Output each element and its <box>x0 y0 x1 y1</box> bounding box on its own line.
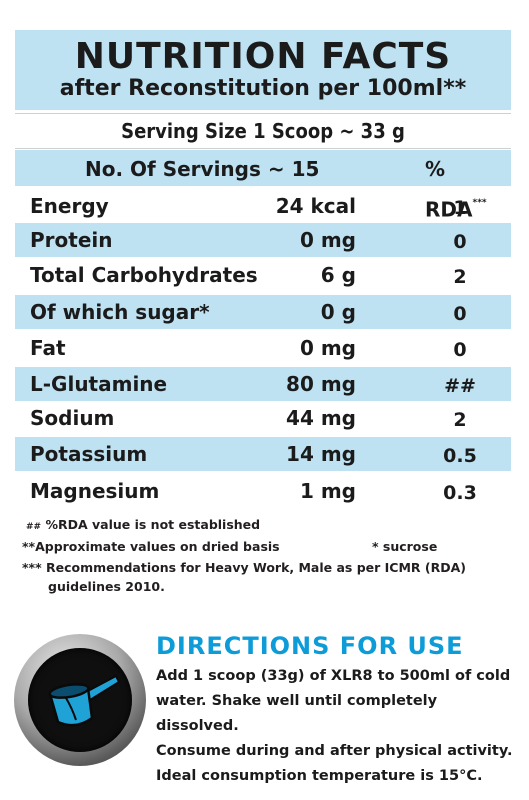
directions-title: DIRECTIONS FOR USE <box>156 632 464 660</box>
nutrient-rda: 0 <box>453 231 467 253</box>
footnote-rda-text: %RDA value is not established <box>45 517 261 532</box>
nutrient-row: Of which sugar* 0 g 0 <box>15 295 511 329</box>
footnote-rda: ## %RDA value is not established <box>26 514 260 538</box>
nutrient-name: Magnesium <box>30 479 160 503</box>
nutrient-rda: 0.3 <box>443 482 477 504</box>
nutrient-rda: 0 <box>453 303 467 325</box>
nutrient-row: Protein 0 mg 0 <box>15 223 511 257</box>
nutrient-rda: 2 <box>453 409 467 431</box>
nutrient-name: Of which sugar* <box>30 300 210 324</box>
footnote-icmr-line2: guidelines 2010. <box>48 579 165 594</box>
nutrient-name: Protein <box>30 228 113 252</box>
rda-label: % RDA <box>425 157 473 222</box>
directions-line: water. Shake well until completely disso… <box>156 693 438 734</box>
nutrient-name: Sodium <box>30 406 115 430</box>
nutrient-row: L-Glutamine 80 mg ## <box>15 367 511 401</box>
nutrition-subtitle: after Reconstitution per 100ml** <box>59 76 467 101</box>
servings-count: No. Of Servings ~ 15 <box>85 157 320 181</box>
rda-header: % RDA*** <box>425 150 511 229</box>
serving-size: Serving Size 1 Scoop ~ 33 g <box>15 113 511 149</box>
directions-line: Consume during and after physical activi… <box>156 743 513 759</box>
nutrient-name: Total Carbohydrates <box>30 263 258 287</box>
footnote-icmr-line1: *** Recommendations for Heavy Work, Male… <box>22 560 466 575</box>
nutrient-name: Potassium <box>30 442 148 466</box>
directions-line: Add 1 scoop (33g) of XLR8 to 500ml of co… <box>156 668 511 684</box>
nutrient-value: 80 mg <box>286 372 356 396</box>
nutrient-rda: 0.5 <box>443 445 477 467</box>
footnote-sucrose: * sucrose <box>372 539 438 554</box>
footnote-icmr: *** Recommendations for Heavy Work, Male… <box>22 558 492 596</box>
nutrient-row: Sodium 44 mg 2 <box>15 401 511 435</box>
nutrient-name: Fat <box>30 336 66 360</box>
scoop-badge <box>14 634 146 766</box>
directions-line: Ideal consumption temperature is 15°C. <box>156 768 483 784</box>
rda-mark: *** <box>472 198 487 208</box>
nutrient-value: 44 mg <box>286 406 356 430</box>
nutrient-rda: 0 <box>453 339 467 361</box>
nutrient-row: Energy 24 kcal 1 <box>15 189 511 223</box>
footnote-approx: **Approximate values on dried basis <box>22 539 280 554</box>
scoop-icon <box>48 674 121 727</box>
footnote-rda-mark: ## <box>26 522 42 532</box>
scoop-badge-inner <box>28 648 132 752</box>
nutrition-header: NUTRITION FACTS after Reconstitution per… <box>15 30 511 110</box>
nutrition-title: NUTRITION FACTS <box>74 36 452 77</box>
nutrient-value: 1 mg <box>299 479 356 503</box>
nutrient-value: 0 mg <box>299 336 356 360</box>
nutrient-rda: 1 <box>453 197 467 219</box>
nutrient-value: 0 g <box>320 300 356 324</box>
directions-text: Add 1 scoop (33g) of XLR8 to 500ml of co… <box>156 664 516 789</box>
nutrient-row: Potassium 14 mg 0.5 <box>15 437 511 471</box>
servings-row: No. Of Servings ~ 15 % RDA*** <box>15 150 511 222</box>
nutrient-value: 0 mg <box>299 228 356 252</box>
nutrient-value: 14 mg <box>286 442 356 466</box>
nutrient-rda: ## <box>444 375 476 397</box>
nutrient-rda: 2 <box>453 266 467 288</box>
nutrient-value: 24 kcal <box>275 194 356 218</box>
nutrient-name: Energy <box>30 194 109 218</box>
nutrient-name: L-Glutamine <box>30 372 168 396</box>
nutrient-row: Total Carbohydrates 6 g 2 <box>15 258 511 292</box>
nutrient-row: Fat 0 mg 0 <box>15 331 511 365</box>
nutrient-value: 6 g <box>320 263 356 287</box>
nutrient-row: Magnesium 1 mg 0.3 <box>15 474 511 508</box>
